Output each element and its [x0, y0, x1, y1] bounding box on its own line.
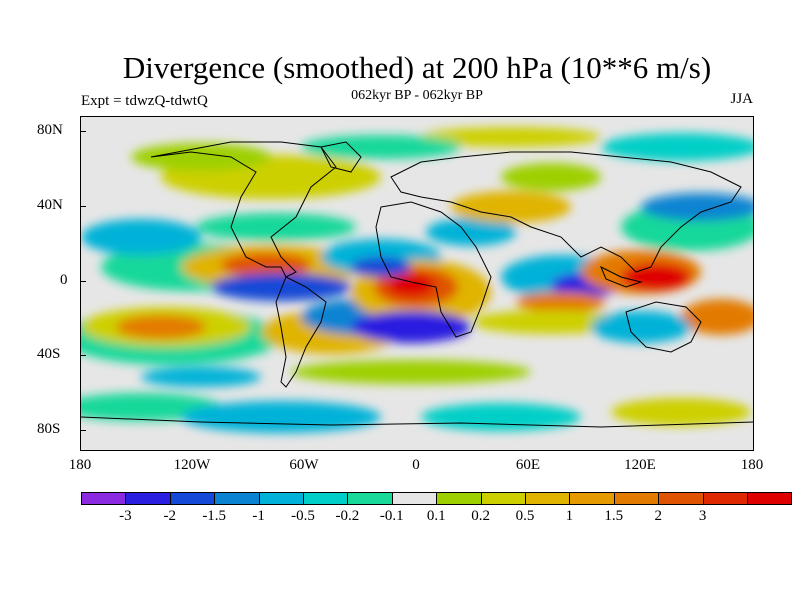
plot-title: Divergence (smoothed) at 200 hPa (10**6 …	[122, 50, 712, 85]
colorbar-label: 1.5	[604, 508, 624, 524]
colorbar-swatch	[436, 492, 482, 505]
period-label: 062kyr BP - 062kyr BP	[351, 88, 483, 103]
lat-tick	[80, 131, 86, 132]
season-label: JJA	[730, 91, 753, 107]
colorbar-label: 1	[565, 508, 574, 524]
colorbar-label: -0.1	[379, 508, 404, 524]
colorbar-swatch	[303, 492, 349, 505]
colorbar-swatch	[613, 492, 660, 505]
lon-label-120w: 120W	[173, 457, 211, 473]
colorbar-label: -1.5	[202, 508, 227, 524]
map-field	[81, 117, 753, 450]
divergence-map	[80, 116, 754, 451]
lat-label-80n: 80N	[37, 122, 63, 138]
lon-label-0: 0	[412, 457, 420, 473]
colorbar-swatch	[480, 492, 526, 505]
colorbar-label: 2	[654, 508, 662, 524]
colorbar-label: 3	[698, 508, 707, 524]
lon-label-60w: 60W	[289, 457, 319, 473]
lat-tick	[80, 430, 86, 431]
lat-label-80s: 80S	[37, 421, 61, 437]
lon-label-120e: 120E	[624, 457, 656, 473]
colorbar-swatch	[214, 492, 260, 505]
colorbar-swatch	[525, 492, 571, 505]
colorbar-label: -3	[119, 508, 132, 524]
colorbar-swatch	[702, 492, 748, 505]
colorbar-label: 0.1	[426, 508, 446, 524]
colorbar-label: -2	[163, 508, 177, 524]
colorbar-label: -0.5	[291, 508, 315, 524]
experiment-label: Expt = tdwzQ-tdwtQ	[81, 93, 208, 109]
colorbar-label: 0.2	[471, 508, 490, 524]
colorbar	[81, 492, 793, 505]
colorbar-swatch	[391, 492, 438, 505]
lat-label-40s: 40S	[37, 346, 61, 362]
colorbar-swatch	[169, 492, 216, 505]
colorbar-swatch	[81, 492, 127, 505]
lat-label-0: 0	[60, 272, 68, 288]
lat-label-40n: 40N	[37, 197, 63, 213]
colorbar-swatch	[569, 492, 615, 505]
lon-label-60e: 60E	[515, 457, 541, 473]
colorbar-swatch	[658, 492, 704, 505]
colorbar-label: 0.5	[515, 508, 535, 524]
lat-tick	[80, 206, 86, 207]
lon-label-180w: 180	[68, 457, 92, 473]
colorbar-label: -0.2	[335, 508, 360, 524]
colorbar-swatch	[258, 492, 304, 505]
colorbar-swatch	[347, 492, 393, 505]
colorbar-swatch	[747, 492, 793, 505]
colorbar-label: -1	[252, 508, 265, 524]
colorbar-swatch	[125, 492, 171, 505]
lat-tick	[80, 355, 86, 356]
lon-label-180e: 180	[740, 457, 764, 473]
lat-tick	[80, 281, 86, 282]
